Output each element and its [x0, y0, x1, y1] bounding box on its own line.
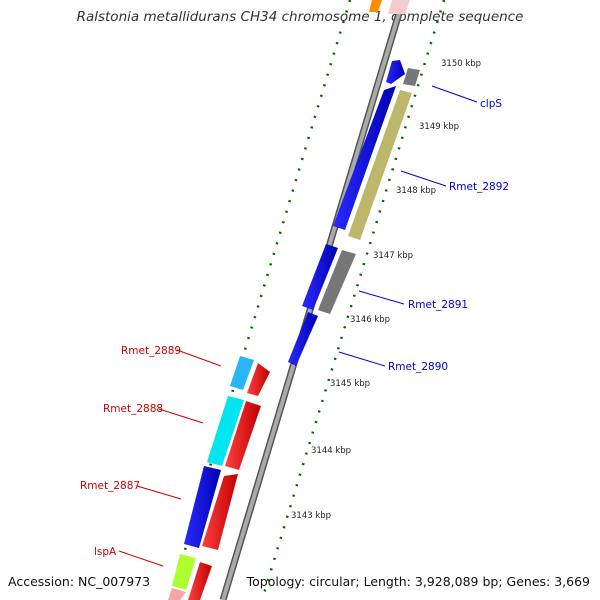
gene-label-Rmet_2889[interactable]: Rmet_2889: [121, 345, 181, 357]
tick-label-3147: 3147 kbp: [373, 251, 413, 261]
gene-label-Rmet_2891[interactable]: Rmet_2891: [408, 299, 468, 311]
gene-arrow-Rmet_2887[interactable]: [184, 466, 221, 548]
gene-arrow-mid-blue[interactable]: [302, 244, 338, 310]
gene-arrow-upper-long-blue[interactable]: [333, 86, 396, 230]
gene-arrow-clpS[interactable]: [403, 68, 420, 86]
gene-label-Rmet_2890[interactable]: Rmet_2890: [388, 361, 448, 373]
gene-arrow-Rmet_2892[interactable]: [348, 90, 412, 240]
partial-feature-top-pink: [388, 0, 410, 14]
leader-clpS: [431, 85, 478, 103]
tick-label-3145: 3145 kbp: [330, 379, 370, 389]
gene-label-Rmet_2888[interactable]: Rmet_2888: [103, 403, 163, 415]
tick-label-3150: 3150 kbp: [441, 59, 481, 69]
leader-Rmet_2891: [358, 290, 405, 305]
leader-Rmet_2889: [176, 349, 222, 367]
gene-label-Rmet_2887[interactable]: Rmet_2887: [80, 480, 140, 492]
gene-arrow-upper-blue[interactable]: [386, 60, 405, 84]
accession-text: Accession: NC_007973: [8, 574, 151, 589]
leader-Rmet_2892: [400, 170, 447, 187]
leader-Rmet_2888: [158, 408, 204, 424]
gene-arrow-inner-red-2[interactable]: [225, 401, 261, 470]
gene-arrow-lspA[interactable]: [172, 554, 196, 590]
tick-label-3148: 3148 kbp: [396, 186, 436, 196]
gene-arrow-inner-red-1[interactable]: [247, 363, 270, 396]
tick-label-3146: 3146 kbp: [350, 315, 390, 325]
gene-label-Rmet_2892[interactable]: Rmet_2892: [449, 181, 509, 193]
gene-label-clpS[interactable]: clpS: [480, 98, 502, 110]
gene-label-lspA[interactable]: lspA: [94, 546, 117, 558]
tick-label-3143: 3143 kbp: [291, 511, 331, 521]
tick-label-3149: 3149 kbp: [419, 122, 459, 132]
map-title: Ralstonia metallidurans CH34 chromosome …: [76, 9, 524, 25]
gene-arrow-inner-red-4[interactable]: [188, 562, 212, 600]
tick-label-3144: 3144 kbp: [311, 446, 351, 456]
topology-text: Topology: circular; Length: 3,928,089 bp…: [246, 574, 590, 589]
gene-arrow-Rmet_2890[interactable]: [288, 312, 318, 366]
leader-lspA: [118, 550, 164, 567]
gene-arrow-Rmet_2888[interactable]: [207, 396, 244, 466]
gene-arrow-Rmet_2889[interactable]: [230, 356, 254, 390]
gene-arrow-Rmet_2891[interactable]: [318, 250, 356, 314]
gene-arrow-inner-red-3[interactable]: [202, 474, 238, 550]
partial-feature-top-orange: [369, 0, 382, 12]
leader-Rmet_2890: [338, 351, 386, 367]
leader-Rmet_2887: [136, 485, 182, 500]
partial-feature-bottom-pink: [168, 588, 186, 600]
